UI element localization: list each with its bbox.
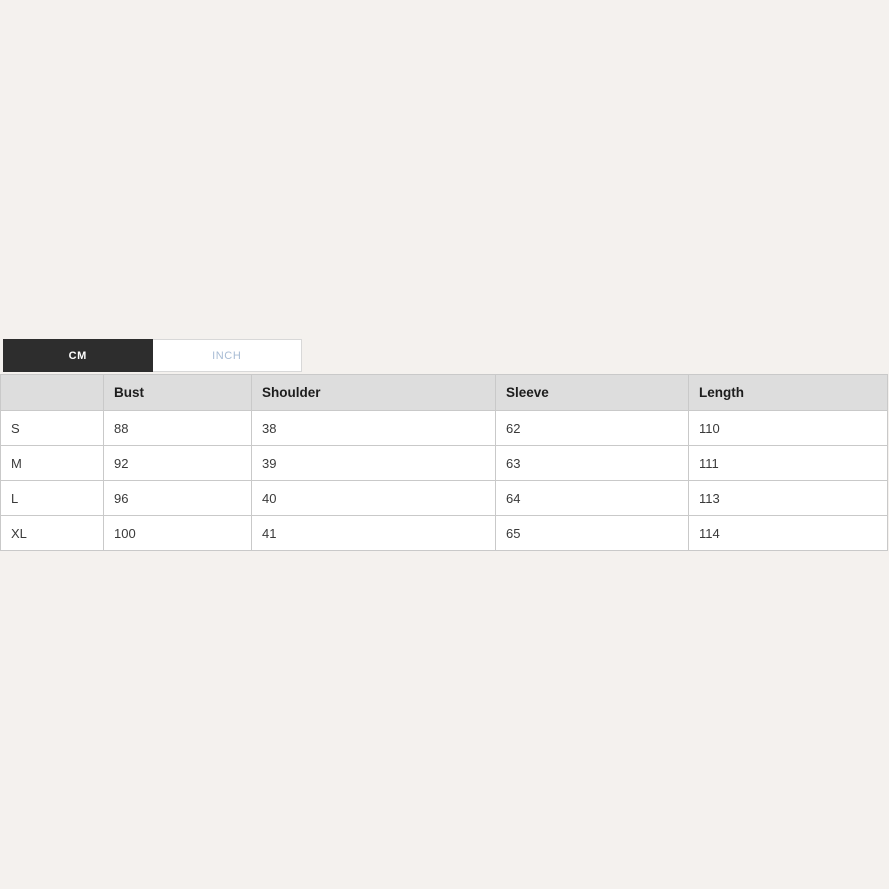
column-header-sleeve: Sleeve <box>495 374 689 411</box>
cell-size: XL <box>0 515 104 551</box>
tab-cm[interactable]: CM <box>3 339 153 372</box>
table-row: L 96 40 64 113 <box>0 480 888 516</box>
table-row: XL 100 41 65 114 <box>0 515 888 551</box>
tab-inch-label: INCH <box>212 349 242 362</box>
cell-sleeve: 65 <box>495 515 689 551</box>
cell-shoulder: 41 <box>251 515 496 551</box>
cell-sleeve: 63 <box>495 445 689 481</box>
cell-shoulder: 40 <box>251 480 496 516</box>
table-header: Bust Shoulder Sleeve Length <box>0 374 888 411</box>
tab-cm-label: CM <box>68 349 87 362</box>
cell-size: M <box>0 445 104 481</box>
column-header-size <box>0 374 104 411</box>
table-row: S 88 38 62 110 <box>0 410 888 446</box>
cell-length: 113 <box>688 480 888 516</box>
size-table-container: Bust Shoulder Sleeve Length S 88 38 62 1… <box>0 374 888 551</box>
cell-sleeve: 62 <box>495 410 689 446</box>
cell-shoulder: 39 <box>251 445 496 481</box>
cell-bust: 92 <box>103 445 252 481</box>
cell-length: 111 <box>688 445 888 481</box>
cell-bust: 96 <box>103 480 252 516</box>
column-header-shoulder: Shoulder <box>251 374 496 411</box>
size-chart-table: Bust Shoulder Sleeve Length S 88 38 62 1… <box>0 374 888 551</box>
cell-sleeve: 64 <box>495 480 689 516</box>
cell-size: S <box>0 410 104 446</box>
tab-inch[interactable]: INCH <box>152 339 302 372</box>
column-header-length: Length <box>688 374 888 411</box>
column-header-bust: Bust <box>103 374 252 411</box>
unit-toggle: CM INCH <box>3 339 302 372</box>
table-row: M 92 39 63 111 <box>0 445 888 481</box>
cell-bust: 100 <box>103 515 252 551</box>
cell-bust: 88 <box>103 410 252 446</box>
table-header-row: Bust Shoulder Sleeve Length <box>0 374 888 411</box>
size-guide-panel: CM INCH Bust Shoulder Sleeve Length <box>0 339 889 551</box>
cell-shoulder: 38 <box>251 410 496 446</box>
cell-length: 114 <box>688 515 888 551</box>
cell-length: 110 <box>688 410 888 446</box>
table-body: S 88 38 62 110 M 92 39 63 111 L 96 40 <box>0 410 888 551</box>
cell-size: L <box>0 480 104 516</box>
